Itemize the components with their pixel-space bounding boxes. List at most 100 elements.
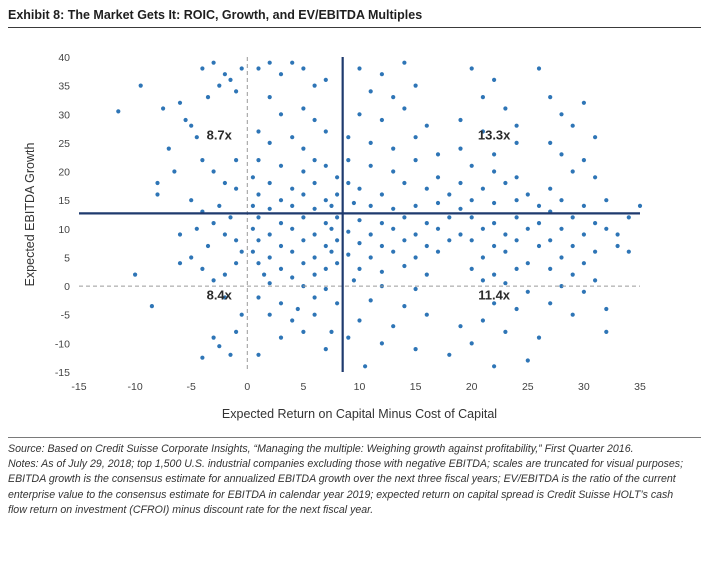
exhibit-title: Exhibit 8: The Market Gets It: ROIC, Gro… [8, 8, 701, 28]
data-point [211, 221, 216, 226]
quadrant-multiple-label: 8.4x [207, 288, 233, 303]
data-point [492, 152, 497, 157]
y-tick-label: 5 [64, 252, 70, 264]
data-point [413, 158, 418, 163]
axis-ticks: -15 -10 -5 0 5 10 15 20 25 30 35 40 35 30 25 20 15 10 5 0 -5… [55, 52, 646, 393]
data-point [379, 117, 384, 123]
data-point [228, 352, 233, 357]
data-point [357, 218, 362, 223]
data-point [536, 66, 542, 71]
y-tick-label: -15 [55, 367, 70, 379]
data-point [155, 180, 160, 186]
data-point [536, 221, 542, 226]
data-point [458, 232, 463, 237]
data-point [593, 249, 598, 254]
y-tick-label: 10 [58, 224, 70, 236]
data-point [346, 252, 351, 257]
data-point [447, 192, 452, 197]
data-point [290, 226, 295, 231]
data-point [492, 272, 497, 277]
data-point [593, 175, 598, 180]
data-point [228, 77, 233, 82]
data-point [323, 77, 328, 82]
data-point [447, 215, 452, 220]
x-tick-label: 5 [300, 381, 306, 393]
data-point [357, 266, 362, 271]
data-point [581, 158, 587, 163]
y-tick-label: 0 [64, 281, 70, 293]
data-point [211, 60, 216, 65]
data-point [312, 83, 317, 88]
data-point [581, 232, 587, 237]
data-point [211, 169, 216, 174]
data-point [222, 232, 227, 237]
data-point [536, 335, 542, 340]
data-point [413, 232, 418, 237]
data-point [278, 301, 284, 306]
quadrant-multiple-label: 11.4x [478, 288, 511, 303]
data-point [379, 221, 384, 226]
data-point [301, 261, 306, 266]
data-point [228, 215, 233, 220]
x-tick-label: 30 [578, 381, 590, 393]
data-point [335, 192, 340, 197]
data-point [447, 352, 452, 357]
data-point [570, 272, 575, 277]
data-point [402, 263, 407, 269]
data-point [503, 180, 508, 186]
x-tick-label: -10 [128, 381, 143, 393]
data-point [357, 186, 362, 191]
data-point [329, 203, 334, 208]
data-point [480, 129, 485, 134]
data-point [301, 169, 306, 174]
data-point [525, 192, 530, 197]
quadrant-labels: 8.7x 13.3x 8.4x 11.4x [207, 127, 512, 302]
data-point [323, 266, 328, 271]
data-point [256, 352, 261, 357]
data-point [581, 289, 587, 294]
data-point [593, 135, 598, 140]
data-point [357, 112, 362, 117]
data-point [250, 175, 255, 180]
data-point [637, 203, 643, 208]
data-point [379, 243, 384, 249]
data-point [368, 298, 373, 303]
data-point [492, 200, 497, 206]
data-point [391, 146, 396, 151]
reference-lines [79, 57, 640, 372]
data-point [301, 329, 306, 334]
data-point [278, 266, 284, 271]
data-point [469, 215, 474, 220]
data-point [480, 186, 485, 191]
data-point [424, 272, 429, 277]
data-point [346, 335, 351, 340]
data-point [413, 286, 418, 292]
data-point [368, 255, 373, 260]
data-point [503, 281, 508, 286]
data-point [570, 215, 575, 220]
data-point [312, 117, 317, 123]
data-point [290, 135, 295, 140]
data-point [256, 192, 261, 197]
data-point [329, 249, 334, 254]
data-point [368, 163, 373, 168]
y-tick-label: -10 [55, 338, 70, 350]
x-tick-label: 0 [244, 381, 250, 393]
y-tick-label: -5 [61, 310, 70, 322]
data-point [604, 198, 609, 203]
data-point [312, 158, 317, 163]
data-point [435, 226, 441, 231]
data-point [424, 186, 429, 191]
data-point [402, 238, 407, 243]
data-point [290, 318, 295, 323]
footer-divider [8, 437, 701, 438]
data-point [301, 146, 306, 151]
data-point [138, 83, 143, 88]
y-tick-label: 20 [58, 167, 70, 179]
data-point [301, 215, 306, 220]
data-point [200, 266, 205, 271]
data-point [593, 221, 598, 226]
data-point [368, 232, 373, 237]
data-point [351, 200, 356, 206]
data-point [335, 301, 340, 306]
